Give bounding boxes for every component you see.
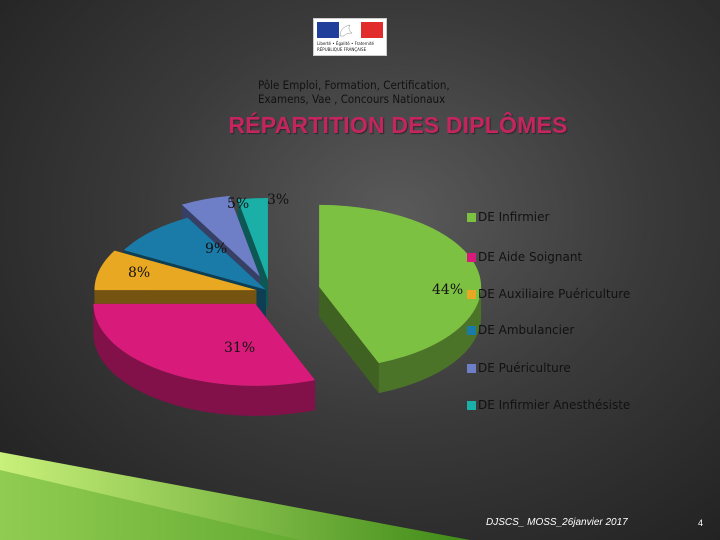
legend-label-3: DE Ambulancier	[478, 323, 575, 337]
pie-value-label-2: 8%	[128, 265, 150, 281]
legend-label-4: DE Puériculture	[478, 361, 571, 375]
page-number: 4	[698, 518, 704, 528]
pie-value-label-4: 5%	[227, 196, 249, 212]
republique-francaise-logo: Liberté • Égalité • Fraternité RÉPUBLIQU…	[313, 18, 387, 56]
header-line-2: Examens, Vae , Concours Nationaux	[258, 92, 446, 106]
legend-swatch-5	[467, 401, 476, 410]
pie-slice-5	[237, 197, 268, 310]
pie-slice-0	[319, 204, 482, 394]
legend-swatch-3	[467, 326, 476, 335]
logo-text-republique: RÉPUBLIQUE FRANÇAISE	[317, 47, 367, 52]
legend-label-0: DE Infirmier	[478, 210, 550, 224]
legend-item-2: DE Auxiliaire Puériculture	[467, 287, 630, 303]
pie-value-label-0: 44%	[432, 282, 463, 298]
legend-swatch-1	[467, 253, 476, 262]
legend-label-1: DE Aide Soignant	[478, 250, 583, 264]
pie-value-label-1: 31%	[224, 340, 255, 356]
legend-item-0: DE Infirmier	[467, 210, 549, 226]
footer-text: DJSCS_ MOSS_26janvier 2017	[486, 517, 628, 528]
legend-label-2: DE Auxiliaire Puériculture	[478, 287, 631, 301]
legend-item-1: DE Aide Soignant	[467, 250, 582, 266]
legend-swatch-2	[467, 290, 476, 299]
legend-swatch-4	[467, 364, 476, 373]
legend-item-3: DE Ambulancier	[467, 323, 574, 339]
chart-title: RÉPARTITION DES DIPLÔMES	[228, 112, 568, 138]
pie-value-label-3: 9%	[205, 241, 227, 257]
legend-item-4: DE Puériculture	[467, 361, 571, 377]
legend-item-5: DE Infirmier Anesthésiste	[467, 398, 630, 414]
legend-label-5: DE Infirmier Anesthésiste	[478, 398, 631, 412]
legend-swatch-0	[467, 213, 476, 222]
logo-text-motto: Liberté • Égalité • Fraternité	[317, 41, 374, 46]
pie-slice-1	[93, 303, 316, 416]
header-line-1: Pôle Emploi, Formation, Certification,	[258, 78, 450, 92]
marianne-icon	[339, 24, 353, 37]
pie-value-label-5: 3%	[267, 192, 289, 208]
